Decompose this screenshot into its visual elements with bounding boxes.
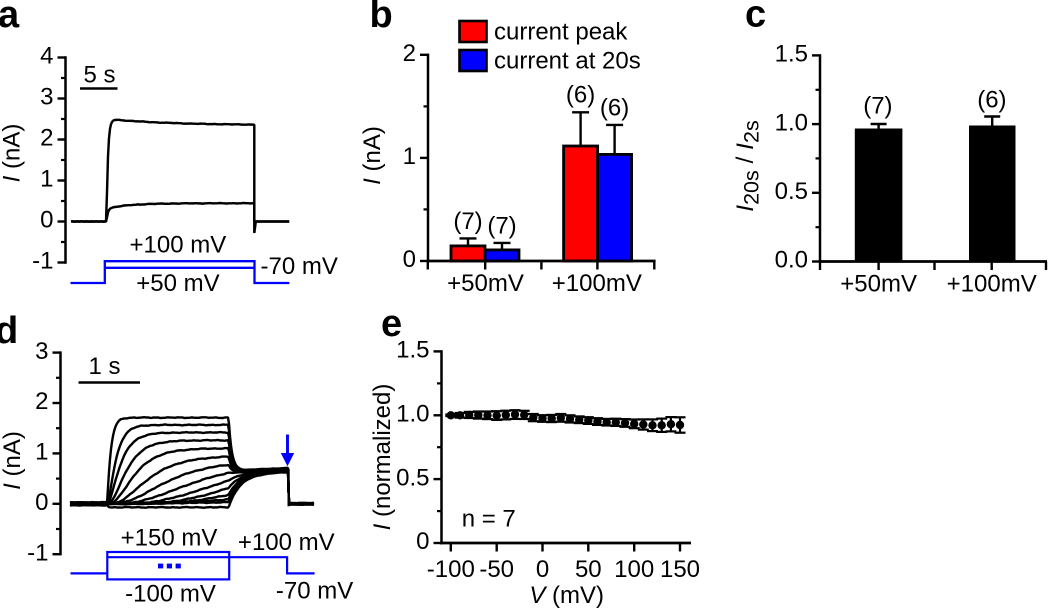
- svg-text:n = 7: n = 7: [462, 506, 516, 533]
- svg-text:d: d: [0, 310, 18, 352]
- svg-text:V (mV): V (mV): [529, 582, 604, 608]
- svg-text:-1: -1: [32, 248, 53, 275]
- svg-text:0.5: 0.5: [775, 178, 808, 205]
- svg-text:2: 2: [40, 125, 53, 152]
- svg-text:1.5: 1.5: [396, 337, 429, 364]
- svg-text:0: 0: [403, 246, 416, 273]
- svg-text:4: 4: [40, 43, 53, 70]
- svg-text:1: 1: [40, 166, 53, 193]
- svg-text:b: b: [370, 0, 393, 36]
- svg-text:e: e: [381, 303, 402, 345]
- svg-text:current peak: current peak: [494, 19, 628, 46]
- svg-text:+100mV: +100mV: [552, 270, 642, 297]
- svg-text:2: 2: [403, 40, 416, 67]
- svg-text:-100: -100: [427, 556, 475, 583]
- svg-text:+100 mV: +100 mV: [238, 529, 335, 556]
- svg-text:current at 20s: current at 20s: [494, 48, 641, 75]
- svg-text:I (normalized): I (normalized): [369, 384, 396, 531]
- svg-text:50: 50: [575, 556, 602, 583]
- svg-text:0: 0: [35, 489, 48, 516]
- svg-text:+50mV: +50mV: [447, 270, 524, 297]
- svg-text:(6): (6): [600, 95, 629, 122]
- svg-text:0: 0: [536, 556, 549, 583]
- svg-text:(7): (7): [453, 208, 482, 235]
- svg-text:+150 mV: +150 mV: [121, 525, 218, 552]
- svg-text:0: 0: [40, 207, 53, 234]
- svg-text:2: 2: [35, 388, 48, 415]
- svg-text:-70 mV: -70 mV: [261, 253, 338, 280]
- svg-text:(6): (6): [566, 82, 595, 109]
- svg-text:(6): (6): [977, 87, 1006, 114]
- svg-text:(7): (7): [487, 213, 516, 240]
- svg-text:1: 1: [35, 439, 48, 466]
- svg-text:I (nA): I (nA): [0, 124, 26, 183]
- svg-text:100: 100: [614, 556, 654, 583]
- svg-text:+50mV: +50mV: [840, 271, 917, 298]
- svg-text:0.0: 0.0: [775, 247, 808, 274]
- svg-text:1: 1: [403, 143, 416, 170]
- svg-text:+100 mV: +100 mV: [130, 232, 227, 259]
- svg-text:1.5: 1.5: [775, 41, 808, 68]
- svg-text:1 s: 1 s: [88, 353, 120, 380]
- svg-text:3: 3: [35, 338, 48, 365]
- svg-text:I20s / I2s: I20s / I2s: [732, 120, 764, 211]
- svg-text:-100 mV: -100 mV: [125, 581, 216, 608]
- svg-text:0: 0: [416, 528, 429, 555]
- svg-text:+50 mV: +50 mV: [136, 270, 219, 297]
- svg-text:3: 3: [40, 84, 53, 111]
- svg-text:(7): (7): [863, 93, 892, 120]
- svg-text:+100mV: +100mV: [947, 271, 1037, 298]
- svg-text:5 s: 5 s: [83, 62, 115, 89]
- svg-text:-1: -1: [27, 539, 48, 566]
- svg-text:I (nA): I (nA): [0, 431, 26, 490]
- svg-text:0.5: 0.5: [396, 464, 429, 491]
- svg-text:1.0: 1.0: [396, 401, 429, 428]
- svg-text:150: 150: [660, 556, 700, 583]
- svg-text:1.0: 1.0: [775, 109, 808, 136]
- svg-text:-50: -50: [479, 556, 514, 583]
- svg-text:a: a: [0, 0, 20, 36]
- svg-text:-70 mV: -70 mV: [276, 578, 353, 605]
- svg-text:c: c: [745, 0, 766, 36]
- svg-text:I (nA): I (nA): [359, 126, 386, 185]
